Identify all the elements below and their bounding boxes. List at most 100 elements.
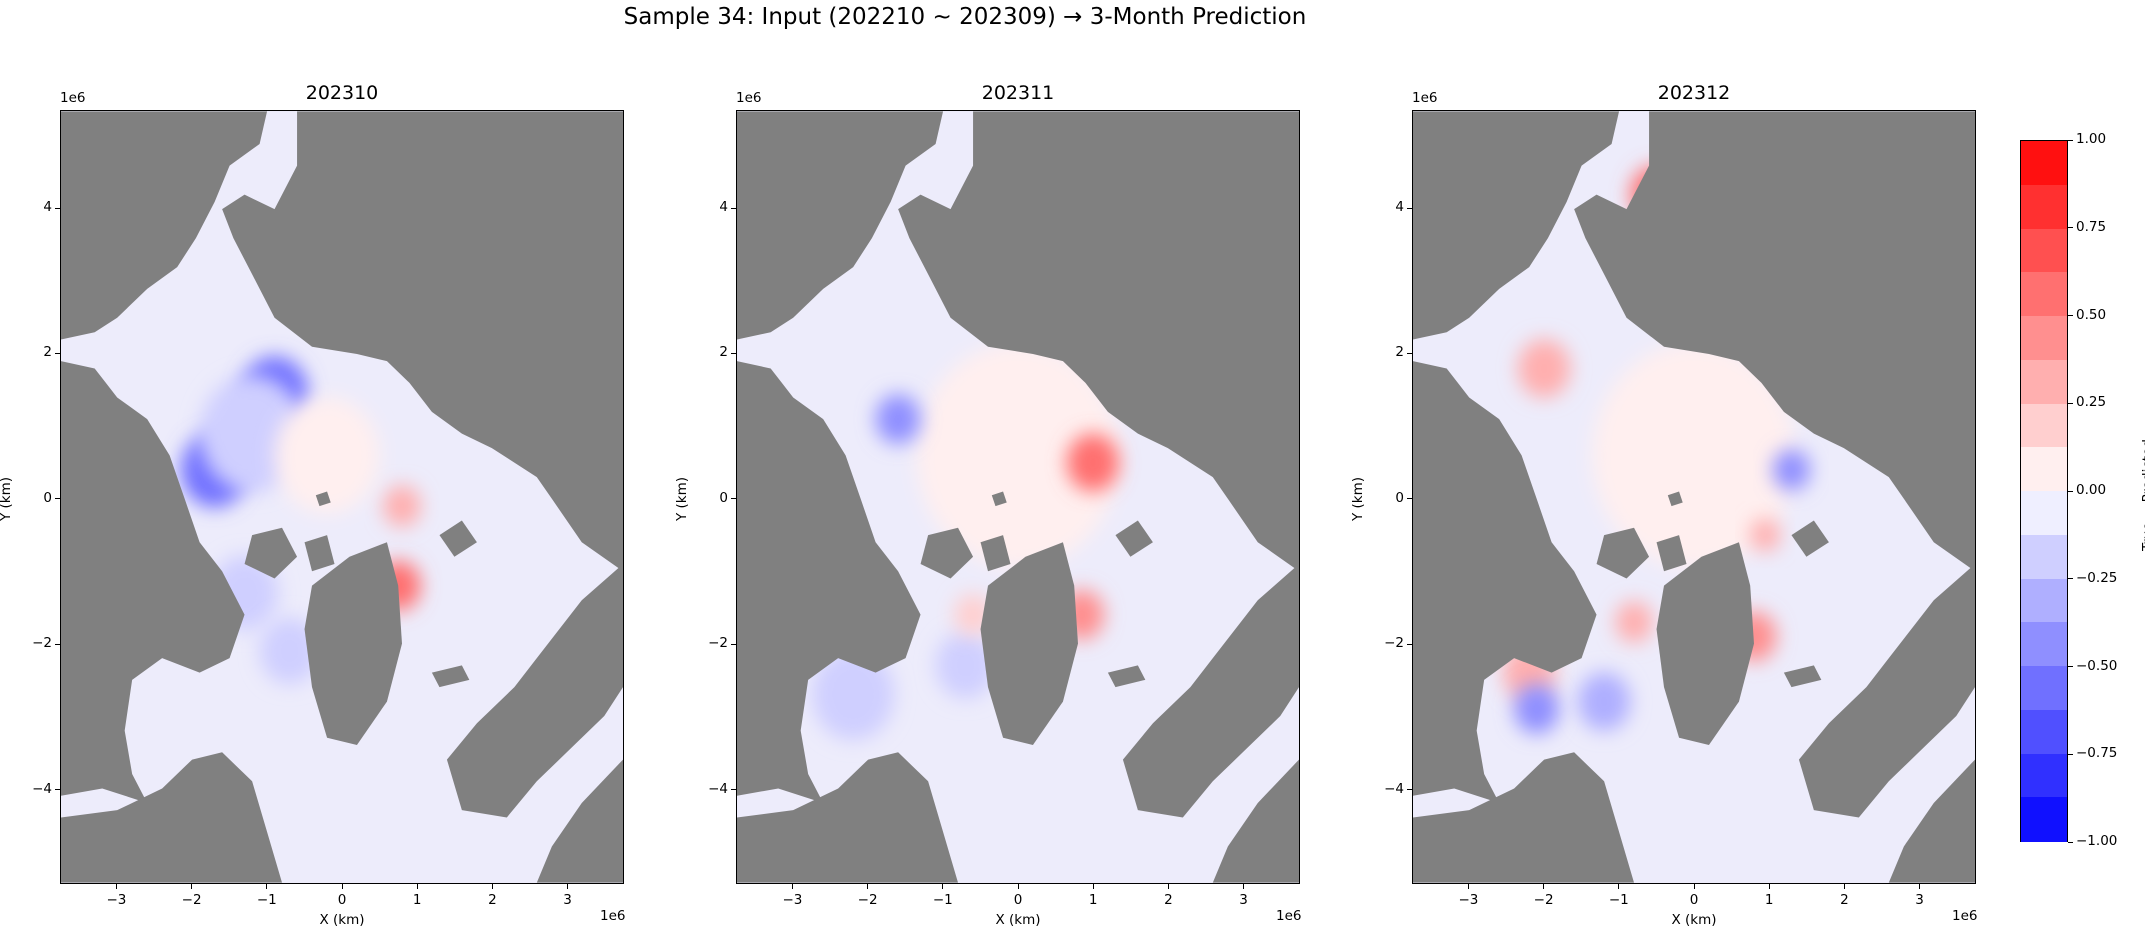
x-tick-label: −1 (256, 892, 277, 908)
land-mask (1667, 491, 1683, 507)
x-tick-mark (1092, 884, 1094, 889)
land-mask (980, 535, 1011, 572)
panel-title: 202312 (1657, 82, 1731, 104)
panel-title: 202311 (981, 82, 1055, 104)
map-axes (736, 110, 1300, 884)
anomaly-region (383, 485, 421, 527)
anomaly-region (935, 632, 996, 699)
land-mask (61, 752, 283, 883)
colorbar-tick-mark (2068, 315, 2073, 316)
x-tick-label: −3 (106, 892, 127, 908)
colorbar-tick-mark (2068, 841, 2073, 843)
x-tick-label: 0 (337, 892, 347, 908)
colorbar-level (2021, 272, 2067, 317)
land-mask (1791, 520, 1829, 557)
anomaly-region (1592, 342, 1796, 568)
land-mask (1212, 759, 1299, 883)
y-tick-label: −4 (708, 780, 728, 797)
x-tick-mark (1543, 884, 1545, 889)
x-tick-mark (416, 884, 418, 889)
x-tick-mark (1768, 884, 1770, 889)
x-tick-label: 0 (1689, 892, 1699, 908)
land-mask (737, 752, 959, 883)
anomaly-region (274, 397, 380, 514)
x-tick-mark (1167, 884, 1169, 889)
x-tick-mark (1243, 884, 1245, 889)
y-tick-label: −2 (32, 635, 52, 652)
y-tick-label: −4 (1384, 780, 1404, 797)
land-mask (304, 542, 402, 746)
land-mask (1783, 665, 1822, 688)
y-tick-label: 2 (1395, 344, 1404, 361)
land-mask (536, 759, 623, 883)
colorbar-level (2021, 403, 2067, 448)
x-offset-label: 1e6 (1276, 908, 1302, 924)
land-mask (244, 527, 298, 579)
colorbar-tick-label: 0.25 (2076, 394, 2107, 411)
land-mask (1656, 535, 1687, 572)
colorbar-level (2021, 666, 2067, 711)
colorbar-level (2021, 359, 2067, 404)
colorbar-bar (2020, 140, 2068, 842)
y-tick-mark (1407, 789, 1412, 791)
x-tick-label: −1 (932, 892, 953, 908)
x-tick-mark (791, 884, 793, 889)
anomaly-region (259, 617, 320, 685)
x-tick-mark (1467, 884, 1469, 889)
anomaly-region (1750, 518, 1781, 552)
x-tick-label: 1 (412, 892, 422, 908)
land-mask (304, 535, 335, 572)
y-tick-mark (731, 643, 736, 645)
colorbar-tick-mark (2068, 753, 2073, 755)
y-offset-label: 1e6 (736, 90, 762, 106)
x-tick-label: 1 (1088, 892, 1098, 908)
land-mask (1413, 111, 1620, 340)
x-tick-label: −3 (782, 892, 803, 908)
map-axes (60, 110, 624, 884)
colorbar-tick-mark (2068, 490, 2073, 492)
colorbar-tick-mark (2068, 139, 2073, 141)
land-mask (1596, 527, 1650, 579)
x-tick-label: −2 (857, 892, 878, 908)
colorbar-level (2021, 141, 2067, 186)
land-mask (898, 111, 1299, 572)
x-tick-label: −3 (1458, 892, 1479, 908)
land-mask (1122, 563, 1299, 818)
difference-map (1413, 111, 1975, 883)
y-offset-label: 1e6 (1412, 90, 1438, 106)
y-tick-label: −2 (708, 635, 728, 652)
colorbar-tick-label: 0.00 (2076, 482, 2107, 498)
x-tick-label: −2 (1533, 892, 1554, 908)
colorbar-tick-label: −0.25 (2076, 569, 2118, 586)
y-tick-label: 4 (719, 199, 728, 216)
land-mask (991, 491, 1007, 507)
land-mask (315, 491, 331, 507)
land-mask (1574, 111, 1975, 572)
y-tick-label: 4 (43, 199, 52, 216)
anomaly-region (875, 394, 921, 445)
x-tick-mark (341, 884, 343, 889)
y-tick-label: 0 (1395, 489, 1404, 506)
x-tick-label: 2 (1840, 892, 1849, 908)
x-tick-mark (191, 884, 193, 889)
colorbar-tick-label: −0.50 (2076, 657, 2118, 674)
y-axis-label: Y (km) (0, 476, 14, 521)
x-tick-label: −2 (181, 892, 202, 908)
y-tick-label: 2 (43, 344, 52, 361)
y-tick-mark (731, 207, 736, 209)
y-tick-label: 4 (1395, 199, 1404, 216)
difference-map (61, 111, 623, 883)
anomaly-region (1517, 339, 1571, 398)
y-tick-label: 0 (719, 489, 728, 506)
land-mask (61, 111, 268, 340)
land-mask (1413, 361, 1597, 804)
x-tick-mark (567, 884, 569, 889)
y-tick-mark (55, 789, 60, 791)
x-tick-mark (867, 884, 869, 889)
x-tick-mark (942, 884, 944, 889)
land-mask (1888, 759, 1975, 883)
colorbar-level (2021, 753, 2067, 798)
figure-title: Sample 34: Input (202210 ~ 202309) → 3-M… (623, 4, 1307, 30)
x-tick-mark (115, 884, 117, 889)
x-axis-label: X (km) (995, 912, 1041, 928)
